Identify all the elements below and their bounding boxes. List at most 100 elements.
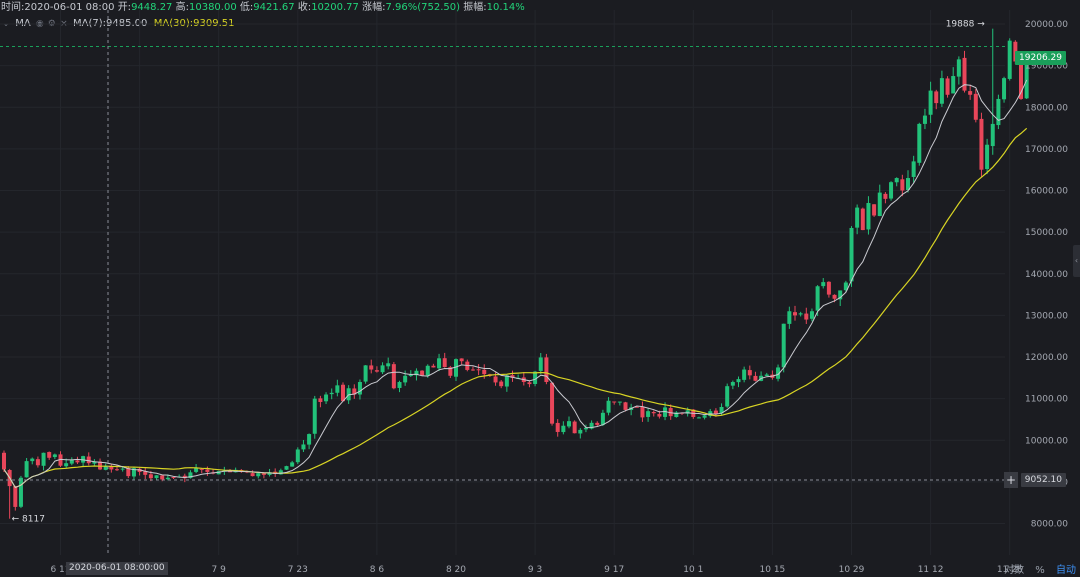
low-value: 9421.67 (253, 2, 295, 13)
candle-body (290, 462, 295, 467)
candle-body (75, 460, 80, 463)
auto-scale-toggle[interactable]: 自动 (1056, 565, 1076, 576)
ma30-line (3, 127, 1028, 489)
open-value: 9448.27 (131, 2, 173, 13)
candle-body (397, 382, 402, 388)
candle-body (962, 57, 967, 91)
candle-body (696, 417, 701, 419)
candle-body (493, 376, 498, 383)
candle-body (826, 281, 831, 295)
x-tick-label: 10 1 (683, 565, 703, 575)
candle-body (640, 406, 645, 418)
candle-body (832, 294, 837, 299)
candle-body (267, 472, 272, 475)
candle-body (499, 381, 504, 387)
candle-body (742, 369, 747, 380)
candle-body (420, 370, 425, 376)
candle-body (939, 78, 944, 104)
log-scale-toggle[interactable]: 对数 (1004, 565, 1025, 576)
candle-body (228, 471, 232, 473)
candle-body (504, 375, 509, 387)
candle-body (951, 76, 956, 94)
candle-body (1007, 40, 1012, 79)
candle-body (821, 282, 826, 287)
candle-body (617, 401, 622, 403)
candle-body (764, 374, 769, 376)
candle-body (872, 204, 877, 216)
candle-body (307, 434, 312, 445)
x-tick-label: 6 11 (50, 565, 70, 575)
candle-body (380, 365, 385, 373)
candle-body (115, 469, 119, 471)
candle-body (612, 401, 617, 403)
x-tick-label: 10 15 (760, 565, 786, 575)
side-panel-handle-icon[interactable]: ‹ (1073, 245, 1080, 277)
candle-body (41, 452, 46, 466)
candle-body (329, 392, 334, 395)
candle-body (425, 365, 430, 376)
candle-body (747, 370, 752, 376)
candle-body (736, 379, 741, 383)
candle-body (318, 398, 323, 403)
candle-body (363, 365, 368, 382)
candle-body (578, 429, 583, 434)
candle-body (990, 123, 995, 147)
candle-body (335, 385, 340, 393)
candle-body (256, 473, 261, 477)
candle-body (165, 477, 170, 480)
y-tick-label: 16000.00 (1025, 187, 1068, 197)
y-tick-label: 10000.00 (1025, 436, 1068, 446)
candle-body (595, 422, 600, 425)
candle-body (544, 357, 549, 383)
candle-body (143, 471, 148, 475)
candle-body (985, 144, 990, 170)
amplitude-value: 10.14% (486, 2, 525, 13)
candle-body (849, 227, 854, 282)
candle-body (126, 468, 131, 477)
candle-body (533, 371, 538, 384)
candle-body (510, 375, 515, 378)
candle-body (131, 468, 136, 477)
candle-body (414, 370, 419, 376)
candle-body (550, 382, 555, 424)
candle-body (216, 471, 221, 475)
candle-body (798, 313, 803, 315)
candle-body (928, 90, 933, 115)
high-annotation: 19888 → (946, 20, 985, 30)
candle-body (815, 286, 820, 311)
candle-body (889, 182, 894, 199)
scale-controls: 对数 % 自动 (996, 561, 1076, 576)
candle-body (900, 179, 905, 191)
candle-body (663, 407, 668, 417)
candle-body (725, 386, 730, 407)
candle-body (956, 59, 961, 77)
x-tick-label: 8 6 (370, 565, 385, 575)
candle-body (527, 382, 532, 385)
candle-body (295, 449, 300, 463)
candle-body (911, 161, 916, 177)
candle-body (448, 367, 453, 376)
y-tick-label: 19000.00 (1025, 62, 1068, 72)
candle-body (109, 466, 114, 470)
candle-body (199, 468, 204, 470)
candle-body (374, 370, 379, 372)
candle-body (160, 475, 165, 480)
candle-body (148, 474, 153, 479)
candle-body (69, 459, 74, 464)
candle-body (651, 412, 656, 414)
candle-body (24, 461, 29, 478)
candle-body (572, 421, 577, 434)
close-value: 10200.77 (311, 2, 359, 13)
candle-body (1002, 78, 1007, 100)
candle-body (352, 388, 357, 395)
candle-body (906, 178, 910, 190)
candle-body (188, 472, 193, 479)
candle-body (47, 452, 52, 458)
candle-body (685, 410, 690, 414)
add-alert-plus-icon[interactable]: + (1004, 472, 1018, 488)
percent-scale-toggle[interactable]: % (1035, 565, 1045, 576)
candle-body (730, 382, 735, 386)
x-tick-label: 10 29 (839, 565, 865, 575)
candle-body (883, 193, 888, 199)
